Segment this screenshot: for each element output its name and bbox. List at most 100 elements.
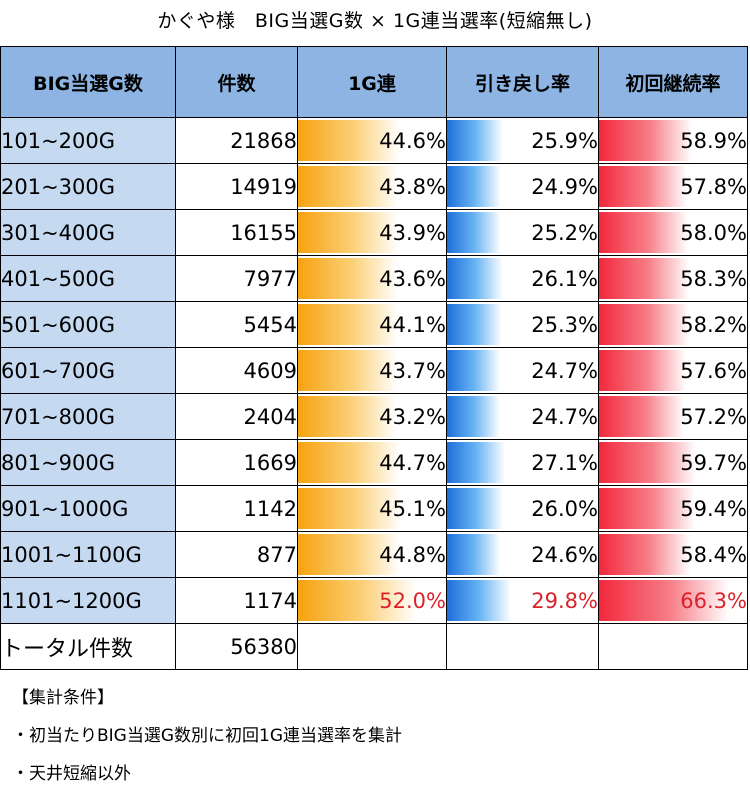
table-row: 701~800G 2404 43.2% 24.7% 57.2% xyxy=(0,393,748,440)
table-row: 801~900G 1669 44.7% 27.1% 59.7% xyxy=(0,439,748,486)
1g-rate-bar xyxy=(298,304,399,345)
hikimodoshi-rate-value: 25.9% xyxy=(531,128,598,153)
count-cell: 1174 xyxy=(175,577,298,624)
range-cell: 901~1000G xyxy=(0,485,176,532)
1g-rate-cell: 43.9% xyxy=(297,209,447,256)
hikimodoshi-rate-bar xyxy=(447,304,502,345)
conditions-heading: 【集計条件】 xyxy=(12,688,114,708)
1g-rate-cell: 44.1% xyxy=(297,301,447,348)
keizoku-rate-bar xyxy=(599,580,729,621)
1g-rate-cell: 45.1% xyxy=(297,485,447,532)
table-row: 201~300G 14919 43.8% 24.9% 57.8% xyxy=(0,163,748,210)
keizoku-rate-value: 59.4% xyxy=(680,496,747,521)
condition-note-2: ・天井短縮以外 xyxy=(12,764,131,784)
range-cell: 501~600G xyxy=(0,301,176,348)
1g-rate-cell: 43.6% xyxy=(297,255,447,302)
table-row: 501~600G 5454 44.1% 25.3% 58.2% xyxy=(0,301,748,348)
keizoku-rate-value: 58.0% xyxy=(680,220,747,245)
hikimodoshi-rate-cell: 24.7% xyxy=(446,347,599,394)
hikimodoshi-rate-bar xyxy=(447,166,501,207)
keizoku-rate-bar xyxy=(599,166,687,207)
total-count: 56380 xyxy=(175,623,298,670)
total-row: トータル件数 56380 xyxy=(0,623,748,670)
1g-rate-bar xyxy=(298,488,401,529)
header-1g-rate: 1G連 xyxy=(297,46,447,118)
keizoku-rate-cell: 58.9% xyxy=(598,117,748,164)
range-cell: 401~500G xyxy=(0,255,176,302)
1g-rate-bar xyxy=(298,212,398,253)
empty-cell xyxy=(598,623,748,670)
hikimodoshi-rate-cell: 26.1% xyxy=(446,255,599,302)
range-cell: 1001~1100G xyxy=(0,531,176,578)
count-cell: 1669 xyxy=(175,439,298,486)
1g-rate-value: 43.6% xyxy=(379,266,446,291)
keizoku-rate-value: 57.2% xyxy=(680,404,747,429)
keizoku-rate-cell: 57.8% xyxy=(598,163,748,210)
empty-cell xyxy=(297,623,447,670)
keizoku-rate-bar xyxy=(599,488,695,529)
1g-rate-value: 45.1% xyxy=(379,496,446,521)
table-row: 1001~1100G 877 44.8% 24.6% 58.4% xyxy=(0,531,748,578)
hikimodoshi-rate-cell: 24.6% xyxy=(446,531,599,578)
condition-note-1: ・初当たりBIG当選G数別に初回1G連当選率を集計 xyxy=(12,726,403,746)
count-cell: 16155 xyxy=(175,209,298,256)
chart-title: かぐや様 BIG当選G数 × 1G連当選率(短縮無し) xyxy=(157,10,593,32)
1g-rate-value: 43.8% xyxy=(379,174,446,199)
table-row: 1101~1200G 1174 52.0% 29.8% 66.3% xyxy=(0,577,748,624)
count-cell: 4609 xyxy=(175,347,298,394)
keizoku-rate-cell: 59.4% xyxy=(598,485,748,532)
keizoku-rate-cell: 66.3% xyxy=(598,577,748,624)
hikimodoshi-rate-value: 26.1% xyxy=(531,266,598,291)
hikimodoshi-rate-cell: 24.9% xyxy=(446,163,599,210)
hikimodoshi-rate-value: 27.1% xyxy=(531,450,598,475)
keizoku-rate-bar xyxy=(599,442,697,483)
count-cell: 877 xyxy=(175,531,298,578)
1g-rate-cell: 44.6% xyxy=(297,117,447,164)
1g-rate-bar xyxy=(298,258,398,299)
table-row: 101~200G 21868 44.6% 25.9% 58.9% xyxy=(0,117,748,164)
count-cell: 1142 xyxy=(175,485,298,532)
keizoku-rate-value: 58.3% xyxy=(680,266,747,291)
hikimodoshi-rate-bar xyxy=(447,442,506,483)
hikimodoshi-rate-value: 24.9% xyxy=(531,174,598,199)
hikimodoshi-rate-bar xyxy=(447,120,503,161)
keizoku-rate-cell: 57.6% xyxy=(598,347,748,394)
keizoku-rate-cell: 58.2% xyxy=(598,301,748,348)
hikimodoshi-rate-bar xyxy=(447,350,501,391)
table-row: 901~1000G 1142 45.1% 26.0% 59.4% xyxy=(0,485,748,532)
keizoku-rate-bar xyxy=(599,350,686,391)
keizoku-rate-bar xyxy=(599,120,693,161)
hikimodoshi-rate-value: 26.0% xyxy=(531,496,598,521)
hikimodoshi-rate-cell: 29.8% xyxy=(446,577,599,624)
hikimodoshi-rate-value: 25.2% xyxy=(531,220,598,245)
hikimodoshi-rate-cell: 25.3% xyxy=(446,301,599,348)
empty-cell xyxy=(446,623,599,670)
hikimodoshi-rate-bar xyxy=(447,580,512,621)
table-row: 401~500G 7977 43.6% 26.1% 58.3% xyxy=(0,255,748,302)
1g-rate-value: 52.0% xyxy=(379,588,446,613)
hikimodoshi-rate-bar xyxy=(447,534,500,575)
keizoku-rate-value: 59.7% xyxy=(680,450,747,475)
1g-rate-bar xyxy=(298,442,400,483)
1g-rate-cell: 44.8% xyxy=(297,531,447,578)
count-cell: 2404 xyxy=(175,393,298,440)
header-row: BIG当選G数 件数 1G連 引き戻し率 初回継続率 xyxy=(0,46,748,118)
keizoku-rate-value: 57.8% xyxy=(680,174,747,199)
table-row: 601~700G 4609 43.7% 24.7% 57.6% xyxy=(0,347,748,394)
hikimodoshi-rate-cell: 27.1% xyxy=(446,439,599,486)
hikimodoshi-rate-cell: 26.0% xyxy=(446,485,599,532)
keizoku-rate-bar xyxy=(599,304,689,345)
count-cell: 21868 xyxy=(175,117,298,164)
range-cell: 801~900G xyxy=(0,439,176,486)
keizoku-rate-cell: 58.3% xyxy=(598,255,748,302)
hikimodoshi-rate-value: 25.3% xyxy=(531,312,598,337)
1g-rate-cell: 43.8% xyxy=(297,163,447,210)
1g-rate-value: 43.9% xyxy=(379,220,446,245)
range-cell: 701~800G xyxy=(0,393,176,440)
1g-rate-bar xyxy=(298,350,398,391)
range-cell: 301~400G xyxy=(0,209,176,256)
1g-rate-value: 44.1% xyxy=(379,312,446,337)
keizoku-rate-bar xyxy=(599,258,690,299)
1g-rate-value: 44.6% xyxy=(379,128,446,153)
hikimodoshi-rate-value: 24.6% xyxy=(531,542,598,567)
